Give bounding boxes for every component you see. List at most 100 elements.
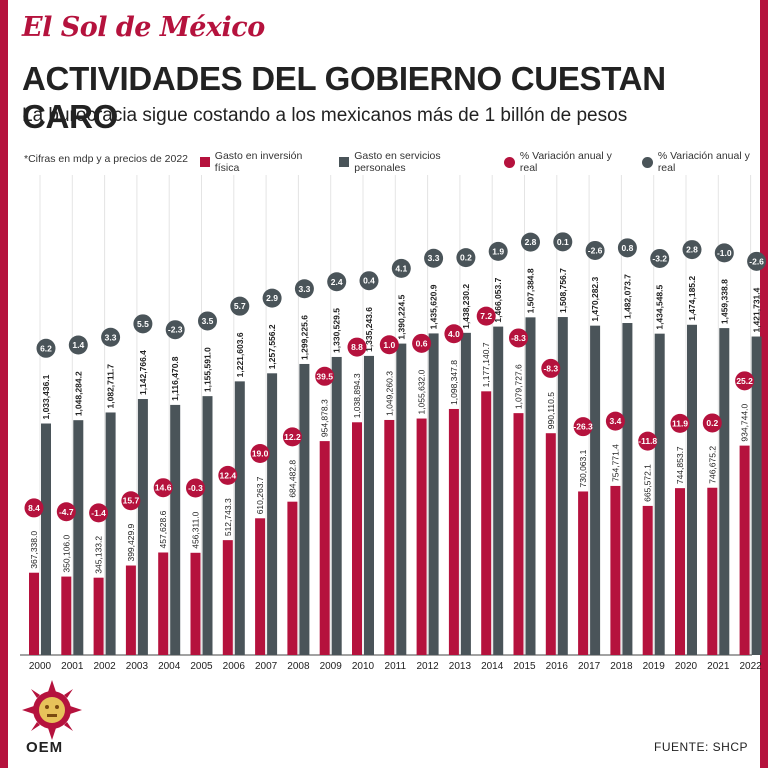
- value-label-serv-2001: 1,048,284.2: [73, 371, 83, 416]
- variation-bubble-inv-2005: [186, 478, 205, 498]
- value-label-serv-2009: 1,330,529.5: [332, 308, 342, 353]
- value-label-serv-2011: 1,390,224.5: [396, 294, 406, 339]
- x-tick-label-2022: 2022: [739, 661, 762, 672]
- bar-serv-2012: [428, 333, 439, 655]
- variation-label-inv-2007: 19.0: [252, 449, 269, 459]
- variation-bubble-inv-2004: [153, 478, 173, 498]
- value-label-serv-2010: 1,335,243.6: [364, 307, 374, 352]
- x-tick-label-2016: 2016: [546, 661, 569, 672]
- variation-label-serv-2006: 5.7: [234, 301, 246, 311]
- value-label-inv-2019: 665,572.1: [643, 464, 653, 502]
- value-label-inv-2001: 350,106.0: [61, 534, 71, 572]
- variation-label-inv-2016: -8.3: [543, 363, 558, 373]
- value-label-serv-2007: 1,257,556.2: [267, 324, 277, 369]
- bar-serv-2005: [202, 396, 213, 655]
- variation-bubble-inv-2003: [121, 491, 141, 511]
- variation-label-serv-2019: -3.2: [652, 253, 667, 263]
- value-label-serv-2013: 1,438,230.2: [461, 284, 471, 329]
- page-subtitle: La burocracia sigue costando a los mexic…: [22, 105, 628, 126]
- variation-label-inv-2020: 11.9: [672, 418, 688, 428]
- legend-item-var-serv: % Variación anual y real: [642, 150, 768, 174]
- variation-label-serv-2015: 2.8: [525, 237, 537, 247]
- bar-serv-2019: [654, 333, 665, 655]
- x-tick-label-2006: 2006: [223, 661, 246, 672]
- value-label-serv-2000: 1,033,436.1: [41, 374, 51, 419]
- variation-label-inv-2021: 0.2: [706, 418, 718, 428]
- variation-label-serv-2011: 4.1: [395, 263, 407, 273]
- variation-label-serv-2016: 0.1: [557, 237, 569, 247]
- variation-label-serv-2003: 5.5: [137, 319, 149, 329]
- value-label-inv-2022: 934,744.0: [740, 404, 750, 442]
- bar-inv-2013: [448, 408, 459, 655]
- bar-inv-2009: [319, 441, 330, 655]
- bar-serv-2007: [267, 373, 278, 655]
- value-label-serv-2021: 1,459,338.8: [719, 279, 729, 324]
- bar-inv-2007: [255, 518, 266, 655]
- x-tick-label-2019: 2019: [643, 661, 666, 672]
- value-label-serv-2002: 1,082,711.7: [106, 364, 116, 409]
- variation-bubble-serv-2002: [101, 327, 121, 347]
- bar-inv-2017: [578, 491, 589, 655]
- bar-inv-2016: [545, 433, 556, 655]
- variation-bubble-serv-2003: [133, 314, 153, 334]
- legend-label-var-inv: % Variación anual y real: [519, 150, 612, 174]
- value-label-serv-2022: 1,421,731.4: [752, 287, 762, 332]
- variation-bubble-serv-2004: [165, 320, 185, 340]
- x-tick-label-2007: 2007: [255, 661, 278, 672]
- legend-swatch-var-inv: [504, 156, 515, 168]
- oem-sun-logo: [22, 680, 82, 740]
- value-label-serv-2015: 1,507,384.8: [526, 268, 536, 313]
- variation-label-serv-2014: 1.9: [492, 246, 504, 256]
- value-label-inv-2008: 684,482.8: [287, 460, 297, 498]
- bar-inv-2002: [93, 577, 104, 655]
- value-label-inv-2010: 1,038,894.3: [352, 373, 362, 418]
- x-tick-label-2011: 2011: [385, 661, 407, 672]
- variation-label-serv-2009: 2.4: [331, 277, 343, 287]
- variation-label-inv-2010: 8.8: [351, 342, 363, 352]
- variation-bubble-serv-2022: [747, 251, 767, 271]
- variation-label-inv-2000: 8.4: [28, 503, 40, 513]
- value-label-serv-2020: 1,474,185.2: [687, 276, 697, 321]
- variation-bubble-inv-2002: [89, 503, 109, 523]
- variation-label-inv-2006: 12.4: [220, 470, 237, 480]
- x-tick-label-2005: 2005: [190, 661, 213, 672]
- variation-label-serv-2004: -2.3: [168, 325, 183, 335]
- bar-serv-2016: [557, 317, 568, 655]
- variation-label-inv-2022: 25.2: [736, 376, 753, 386]
- variation-bubble-inv-2000: [24, 498, 44, 518]
- variation-bubble-inv-2001: [56, 502, 76, 522]
- variation-label-inv-2017: -26.3: [573, 422, 593, 432]
- variation-bubble-inv-2008: [282, 427, 302, 447]
- page-title: ACTIVIDADES DEL GOBIERNO CUESTAN CARO: [22, 60, 666, 135]
- variation-bubble-inv-2012: [412, 333, 432, 353]
- value-label-serv-2004: 1,116,470.8: [170, 356, 180, 401]
- variation-label-inv-2002: -1.4: [91, 508, 106, 518]
- variation-bubble-serv-2016: [553, 232, 573, 252]
- x-tick-label-2003: 2003: [126, 661, 149, 672]
- value-label-inv-2018: 754,771.4: [610, 444, 620, 482]
- value-label-serv-2018: 1,482,073.7: [622, 274, 632, 319]
- legend-item-serv: Gasto en servicios personales: [339, 150, 492, 174]
- value-label-inv-2002: 345,133.2: [94, 536, 104, 574]
- x-tick-label-2009: 2009: [320, 661, 343, 672]
- variation-label-serv-2005: 3.5: [202, 316, 214, 326]
- variation-bubble-inv-2015: [509, 328, 528, 348]
- variation-bubble-serv-2018: [617, 238, 637, 258]
- bar-inv-2005: [190, 552, 201, 655]
- bar-serv-2000: [41, 423, 51, 655]
- legend-swatch-inv: [200, 157, 210, 167]
- variation-label-inv-2004: 14.6: [155, 483, 172, 493]
- variation-bubble-serv-2012: [424, 248, 444, 268]
- variation-bubble-serv-2010: [359, 271, 379, 291]
- variation-label-serv-2017: -2.6: [588, 245, 603, 255]
- variation-label-inv-2003: 15.7: [123, 496, 140, 506]
- bar-serv-2004: [170, 404, 181, 655]
- source-note: FUENTE: SHCP: [653, 740, 748, 754]
- x-tick-label-2008: 2008: [287, 661, 310, 672]
- bar-serv-2014: [493, 326, 504, 655]
- bar-inv-2018: [610, 485, 621, 655]
- legend-swatch-serv: [339, 157, 350, 167]
- variation-bubble-serv-2000: [36, 338, 56, 358]
- variation-bubble-serv-2005: [198, 311, 217, 331]
